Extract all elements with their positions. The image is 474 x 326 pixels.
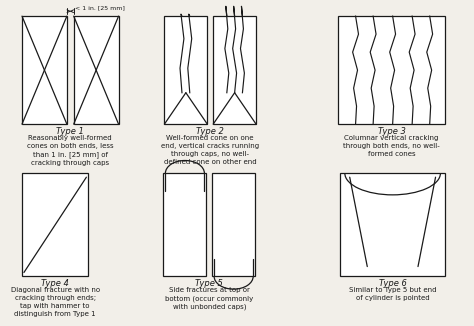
Bar <box>73 16 118 124</box>
Text: Side fractures at top or
bottom (occur commonly
with unbonded caps): Side fractures at top or bottom (occur c… <box>165 287 254 310</box>
Bar <box>213 16 256 124</box>
Text: Type 3: Type 3 <box>378 127 406 136</box>
Bar <box>164 173 206 276</box>
Text: Type 2: Type 2 <box>196 127 224 136</box>
Text: Type 6: Type 6 <box>379 279 407 288</box>
Text: < 1 in. [25 mm]: < 1 in. [25 mm] <box>75 5 125 10</box>
Bar <box>164 16 207 124</box>
Text: Well-formed cone on one
end, vertical cracks running
through caps, no well-
defi: Well-formed cone on one end, vertical cr… <box>161 135 259 165</box>
Text: Similar to Type 5 but end
of cylinder is pointed: Similar to Type 5 but end of cylinder is… <box>349 287 437 301</box>
Text: Type 5: Type 5 <box>195 279 223 288</box>
Text: Diagonal fracture with no
cracking through ends;
tap with hammer to
distinguish : Diagonal fracture with no cracking throu… <box>10 287 100 317</box>
Text: Type 4: Type 4 <box>41 279 69 288</box>
Bar <box>22 16 67 124</box>
Bar <box>212 173 255 276</box>
Bar <box>22 173 88 276</box>
Bar <box>338 16 445 124</box>
Text: Columnar vertical cracking
through both ends, no well-
formed cones: Columnar vertical cracking through both … <box>343 135 440 157</box>
Text: Reasonably well-formed
cones on both ends, less
than 1 in. [25 mm] of
cracking t: Reasonably well-formed cones on both end… <box>27 135 114 166</box>
Text: Type 1: Type 1 <box>56 127 84 136</box>
Bar <box>340 173 445 276</box>
